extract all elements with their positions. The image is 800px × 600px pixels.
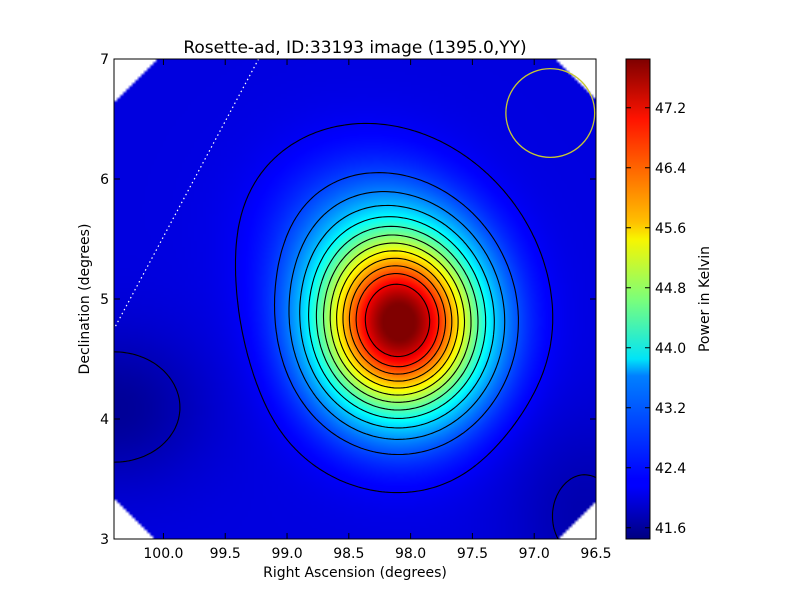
y-tick-label: 4 (100, 412, 109, 428)
y-tick-label: 7 (100, 52, 109, 68)
y-tick-label: 6 (100, 172, 109, 188)
contour-level-7 (322, 234, 472, 403)
contour-level-6 (315, 225, 479, 411)
dotted-line (114, 59, 260, 330)
contour-level-12 (355, 273, 440, 368)
x-tick-label: 98.5 (333, 546, 364, 562)
contour-lines (114, 122, 596, 539)
x-tick-label: 96.5 (580, 546, 611, 562)
contour-level-11 (348, 265, 447, 375)
x-tick-label: 100.0 (143, 546, 183, 562)
contour-level-0 (114, 351, 596, 539)
colorbar-tick-label: 42.4 (655, 461, 686, 477)
y-tick-label: 3 (100, 532, 109, 548)
colorbar-tick-label: 47.2 (655, 101, 686, 117)
x-axis-label: Right Ascension (degrees) (263, 565, 447, 581)
contour-level-13 (364, 283, 431, 358)
contour-level-8 (329, 242, 466, 396)
x-tick-label: 97.0 (519, 546, 550, 562)
colorbar-label: Power in Kelvin (697, 246, 713, 352)
contour-level-10 (342, 257, 453, 382)
x-tick-label: 98.0 (395, 546, 426, 562)
colorbar-tick-label: 44.8 (655, 281, 686, 297)
colorbar: 41.6 42.4 43.2 44.0 44.8 45.6 46.4 47.2 Power i… (625, 58, 713, 540)
contour-level-4 (299, 204, 495, 429)
x-tick-label: 97.5 (457, 546, 488, 562)
colorbar-tick-label: 46.4 (655, 161, 686, 177)
colorbar-tick-label: 44.0 (655, 341, 686, 357)
plot-area (113, 58, 597, 540)
x-axis: 100.0 99.5 99.0 98.5 98.0 97.5 97.0 96.5 (143, 59, 612, 562)
y-axis: 3 4 5 6 7 (100, 52, 596, 548)
contour-level-5 (308, 216, 487, 419)
colorbar-tick-label: 43.2 (655, 401, 686, 417)
colorbar-gradient (625, 58, 651, 540)
y-axis-label: Declination (degrees) (77, 224, 93, 375)
contour-level-2 (273, 172, 519, 456)
colorbar-tick-label: 41.6 (655, 521, 686, 537)
chart-title: Rosette-ad, ID:33193 image (1395.0,YY) (183, 38, 526, 58)
x-tick-label: 99.5 (210, 546, 241, 562)
beam-circle (505, 67, 596, 159)
colorbar-tick-label: 45.6 (655, 221, 686, 237)
y-tick-label: 5 (100, 292, 109, 308)
contour-level-3 (288, 191, 506, 440)
overlays (114, 59, 596, 330)
contour-level-9 (336, 250, 459, 389)
colorbar-ticks: 41.6 42.4 43.2 44.0 44.8 45.6 46.4 47.2 (626, 101, 686, 537)
contour-level-1 (234, 122, 554, 494)
x-tick-label: 99.0 (271, 546, 302, 562)
heatmap-image (114, 59, 596, 539)
